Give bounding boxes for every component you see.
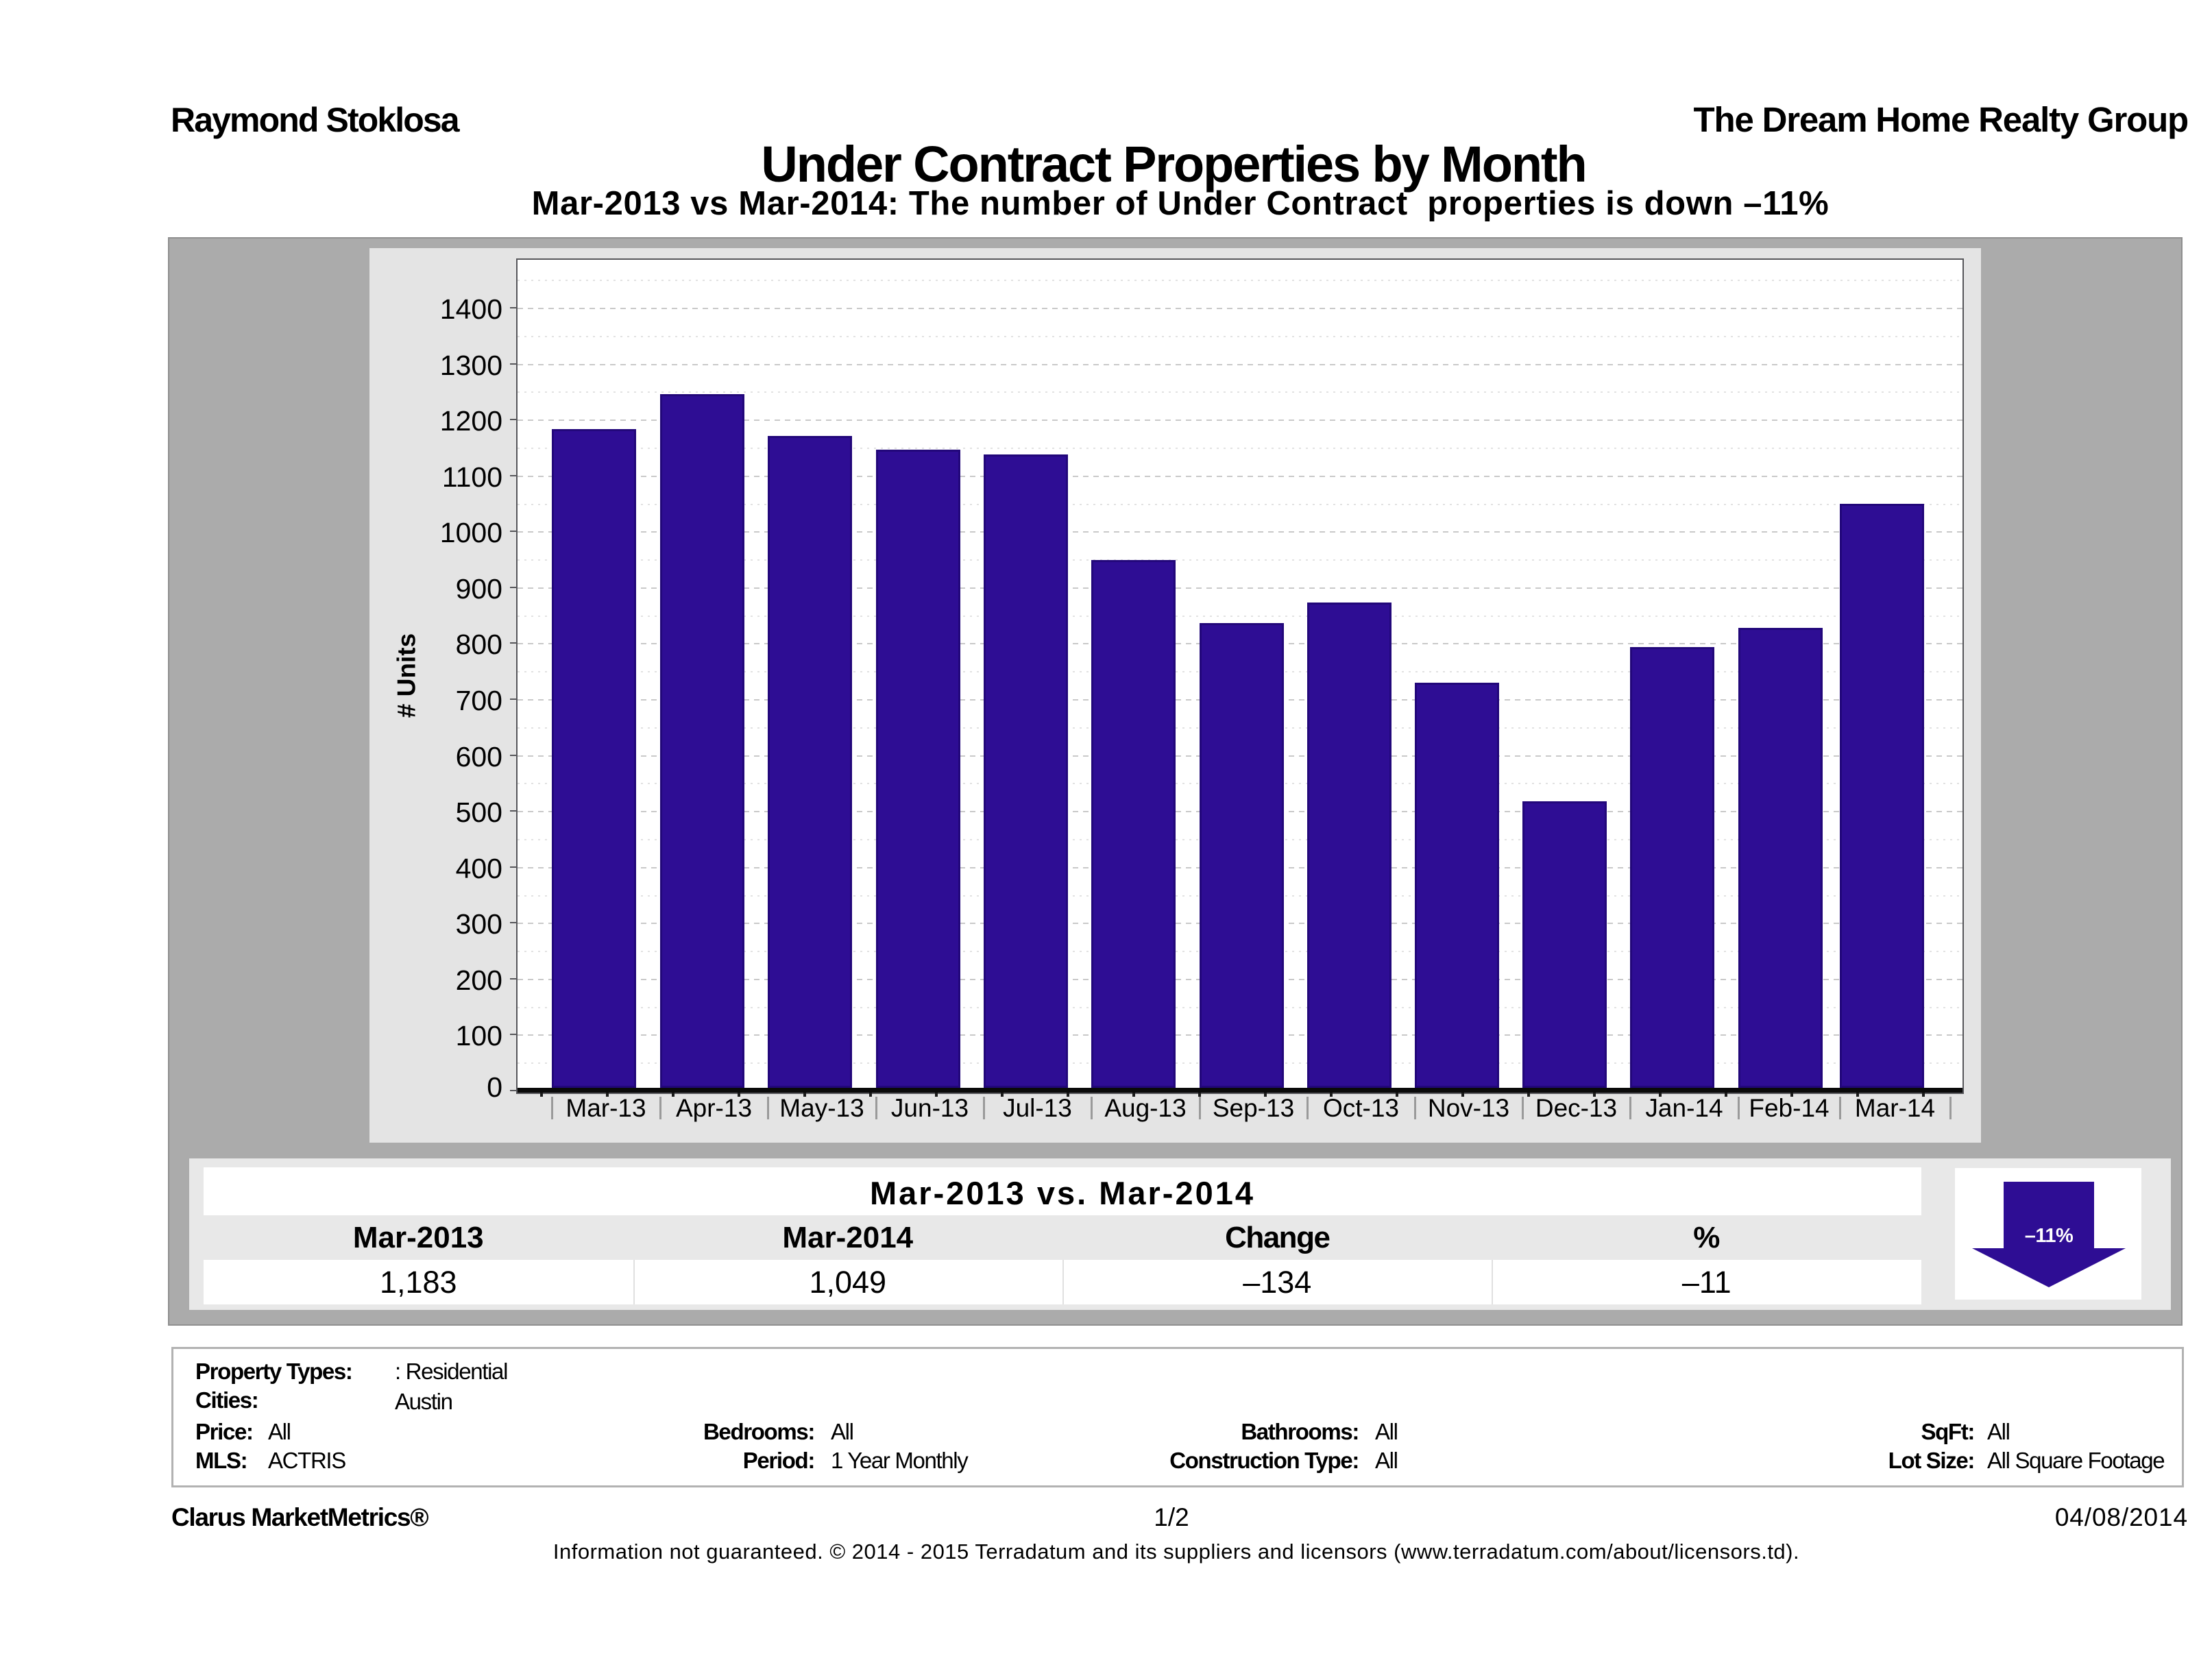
svg-text:–11%: –11% xyxy=(2025,1225,2074,1247)
